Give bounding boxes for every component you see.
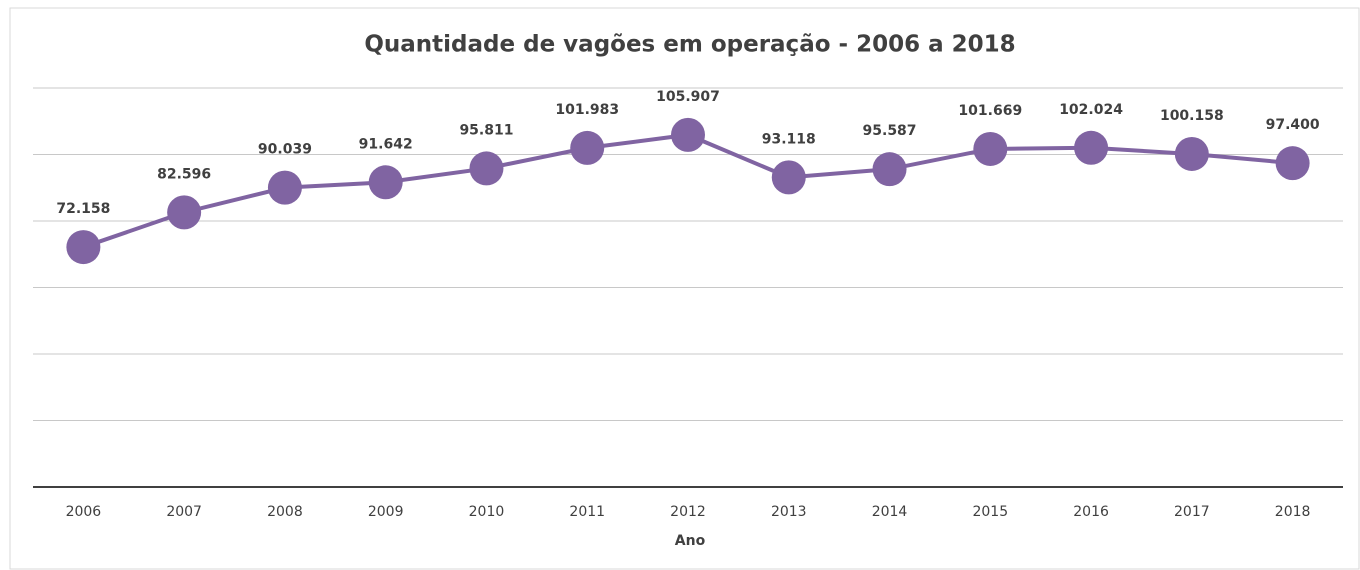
- data-point: [570, 130, 605, 165]
- x-tick-label: 2016: [1073, 504, 1109, 520]
- data-point: [771, 160, 806, 195]
- data-label: 100.158: [1160, 108, 1224, 124]
- x-tick-label: 2007: [166, 504, 202, 520]
- data-label: 101.669: [958, 103, 1022, 119]
- data-label: 82.596: [157, 166, 211, 182]
- data-label: 90.039: [258, 142, 312, 158]
- data-label: 93.118: [762, 131, 816, 147]
- data-point: [267, 170, 302, 205]
- x-tick-label: 2015: [972, 504, 1008, 520]
- x-tick-label: 2013: [771, 504, 807, 520]
- data-point: [1074, 130, 1109, 165]
- x-tick-label: 2006: [66, 504, 102, 520]
- data-label: 105.907: [656, 89, 720, 105]
- data-label: 95.811: [459, 122, 513, 138]
- data-point: [167, 195, 202, 230]
- data-point: [368, 165, 403, 200]
- data-label: 72.158: [56, 201, 110, 217]
- x-tick-label: 2012: [670, 504, 706, 520]
- data-point: [1275, 146, 1310, 181]
- x-tick-label: 2017: [1174, 504, 1210, 520]
- data-label: 101.983: [555, 102, 619, 118]
- data-point: [469, 151, 504, 186]
- x-tick-label: 2018: [1275, 504, 1311, 520]
- x-tick-label: 2014: [872, 504, 908, 520]
- data-label: 102.024: [1059, 102, 1123, 118]
- data-point: [671, 117, 705, 152]
- data-label: 95.587: [863, 123, 917, 139]
- data-point: [973, 131, 1008, 166]
- x-tick-label: 2008: [267, 504, 303, 520]
- data-label: 97.400: [1266, 117, 1320, 133]
- x-tick-label: 2010: [469, 504, 505, 520]
- x-tick-label: 2011: [569, 504, 605, 520]
- data-point: [872, 152, 907, 187]
- data-point: [66, 230, 101, 265]
- chart-title: Quantidade de vagões em operação - 2006 …: [364, 32, 1015, 58]
- x-tick-label: 2009: [368, 504, 404, 520]
- x-axis-label: Ano: [675, 533, 706, 549]
- chart-border: [9, 7, 1360, 570]
- data-point: [1174, 136, 1209, 171]
- data-label: 91.642: [359, 136, 413, 152]
